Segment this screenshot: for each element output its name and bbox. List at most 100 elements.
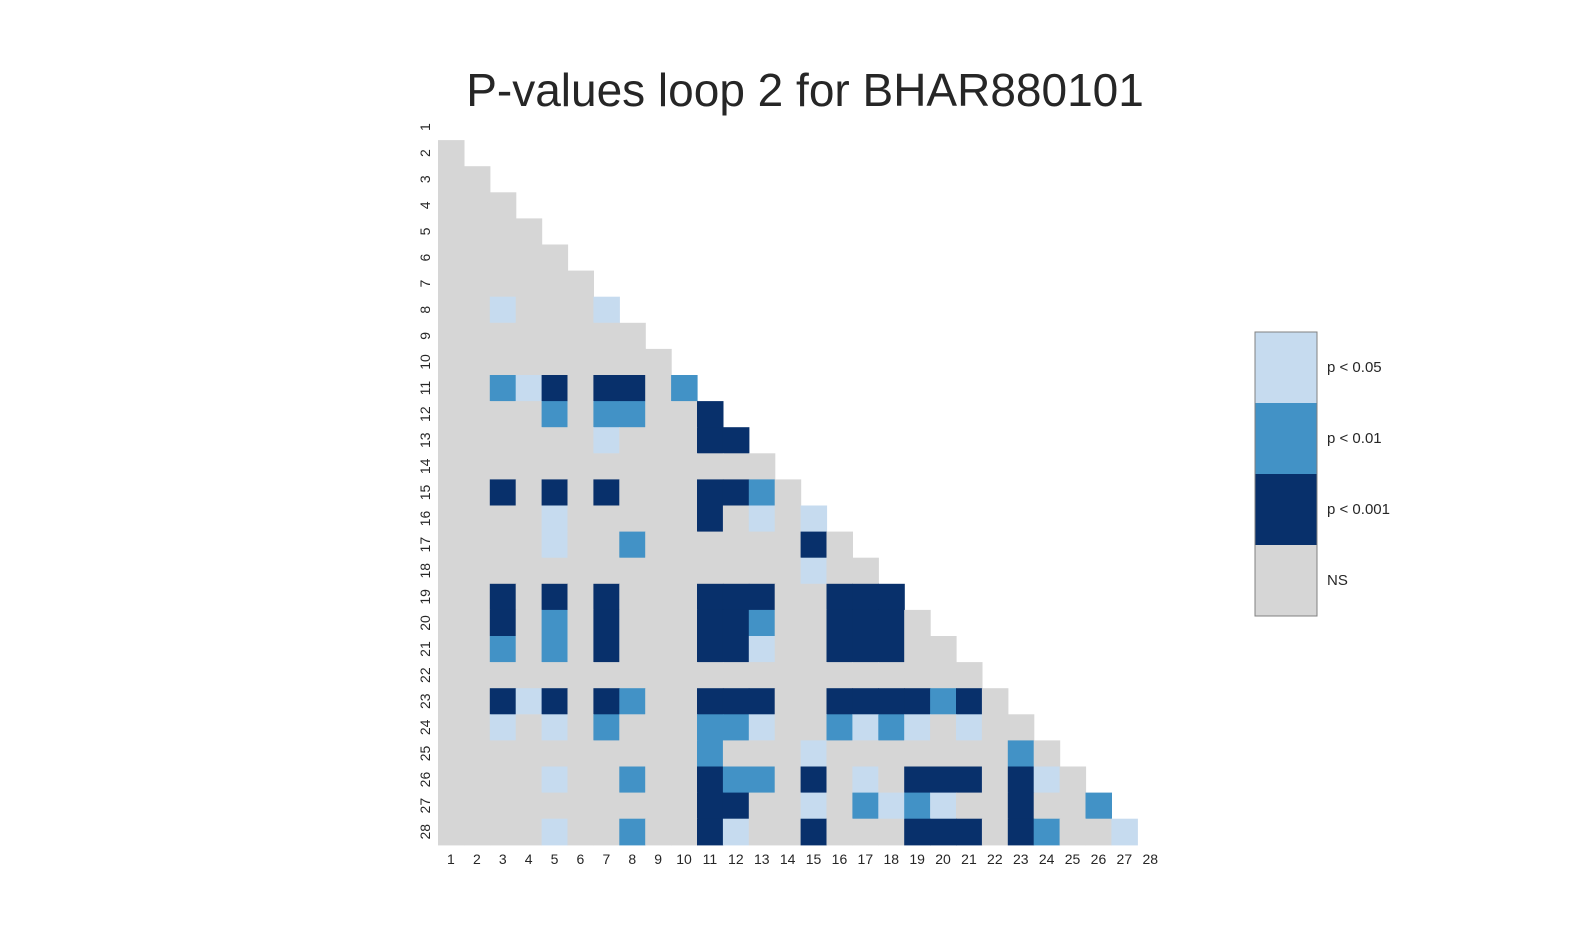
heatmap-cell-r22-c16: [826, 662, 853, 689]
heatmap-cell-r12-c7: [593, 401, 620, 428]
x-tick-label: 10: [676, 851, 692, 867]
heatmap-cells: [438, 140, 1138, 846]
heatmap-cell-r26-c23: [1007, 766, 1035, 794]
heatmap-cell-r18-c4: [515, 557, 543, 585]
heatmap-cell-r24-c17: [852, 714, 879, 741]
heatmap-cell-r23-c9: [645, 688, 672, 715]
heatmap-cell-r9-c1: [438, 322, 465, 350]
heatmap-cell-r16-c10: [671, 505, 698, 533]
heatmap-cell-r13-c9: [645, 427, 672, 454]
heatmap-cell-r9-c4: [515, 322, 543, 350]
heatmap-cell-r26-c16: [826, 766, 853, 794]
heatmap-cell-r20-c18: [878, 609, 905, 637]
heatmap-cell-r20-c3: [489, 609, 517, 637]
heatmap-cell-r25-c10: [671, 740, 698, 768]
heatmap-cell-r26-c2: [463, 766, 491, 794]
heatmap-cell-r20-c15: [800, 609, 828, 637]
heatmap-cell-r10-c4: [515, 348, 543, 376]
heatmap-cell-r15-c12: [722, 479, 750, 507]
heatmap-cell-r15-c1: [438, 479, 465, 507]
heatmap-cell-r28-c10: [671, 818, 698, 846]
heatmap-cell-r23-c2: [463, 688, 491, 715]
heatmap-cell-r22-c3: [489, 662, 517, 689]
heatmap-cell-r28-c1: [438, 818, 465, 846]
heatmap-cell-r18-c15: [800, 557, 828, 585]
heatmap-cell-r20-c19: [904, 609, 931, 637]
heatmap-cell-r24-c16: [826, 714, 853, 741]
heatmap-cell-r15-c14: [774, 479, 802, 507]
heatmap-cell-r23-c5: [541, 688, 569, 715]
heatmap-cell-r12-c3: [489, 401, 517, 428]
heatmap-cell-r14-c7: [593, 453, 620, 480]
heatmap-cell-r27-c23: [1007, 792, 1035, 820]
y-tick-label: 16: [417, 511, 433, 527]
x-tick-label: 14: [780, 851, 796, 867]
heatmap-cell-r22-c14: [774, 662, 802, 689]
heatmap-cell-r22-c20: [930, 662, 957, 689]
x-tick-label: 27: [1117, 851, 1133, 867]
heatmap-cell-r14-c13: [748, 453, 776, 480]
heatmap-cell-r16-c13: [748, 505, 776, 533]
heatmap-cell-r21-c14: [774, 636, 802, 663]
heatmap-cell-r16-c4: [515, 505, 543, 533]
heatmap-cell-r22-c2: [463, 662, 491, 689]
heatmap-cell-r28-c16: [826, 818, 853, 846]
heatmap-cell-r17-c16: [826, 531, 853, 559]
heatmap-cell-r28-c9: [645, 818, 672, 846]
heatmap-cell-r27-c9: [645, 792, 672, 820]
heatmap-cell-r13-c10: [671, 427, 698, 454]
x-tick-label: 8: [628, 851, 636, 867]
legend-label: p < 0.05: [1327, 359, 1382, 376]
heatmap-cell-r28-c25: [1059, 818, 1087, 846]
heatmap-cell-r9-c2: [463, 322, 491, 350]
heatmap-cell-r12-c4: [515, 401, 543, 428]
heatmap-cell-r25-c15: [800, 740, 828, 768]
heatmap-cell-r7-c2: [463, 270, 491, 298]
heatmap-cell-r27-c8: [619, 792, 646, 820]
heatmap-cell-r18-c12: [722, 557, 750, 585]
heatmap-cell-r26-c4: [515, 766, 543, 794]
heatmap-cell-r24-c2: [463, 714, 491, 741]
heatmap-cell-r20-c12: [722, 609, 750, 637]
heatmap-cell-r18-c16: [826, 557, 853, 585]
heatmap-cell-r18-c5: [541, 557, 569, 585]
heatmap-cell-r28-c7: [593, 818, 620, 846]
heatmap-cell-r27-c11: [697, 792, 724, 820]
heatmap-cell-r28-c15: [800, 818, 828, 846]
heatmap-cell-r12-c8: [619, 401, 646, 428]
heatmap-cell-r27-c19: [904, 792, 931, 820]
heatmap-cell-r28-c14: [774, 818, 802, 846]
heatmap-cell-r23-c16: [826, 688, 853, 715]
heatmap-cell-r21-c7: [593, 636, 620, 663]
heatmap-cell-r26-c12: [722, 766, 750, 794]
heatmap-cell-r15-c6: [567, 479, 594, 507]
heatmap-cell-r8-c1: [438, 296, 465, 324]
heatmap-cell-r20-c17: [852, 609, 879, 637]
heatmap-cell-r28-c18: [878, 818, 905, 846]
x-tick-label: 2: [473, 851, 481, 867]
legend-label: p < 0.01: [1327, 430, 1382, 447]
heatmap-cell-r13-c2: [463, 427, 491, 454]
heatmap-cell-r17-c13: [748, 531, 776, 559]
heatmap-cell-r18-c1: [438, 557, 465, 585]
heatmap-cell-r25-c23: [1007, 740, 1035, 768]
heatmap-cell-r14-c10: [671, 453, 698, 480]
legend-swatch: [1255, 403, 1317, 474]
heatmap-cell-r27-c12: [722, 792, 750, 820]
heatmap-cell-r16-c3: [489, 505, 517, 533]
x-tick-label: 12: [728, 851, 744, 867]
heatmap-cell-r24-c1: [438, 714, 465, 741]
y-tick-label: 20: [417, 615, 433, 631]
heatmap-cell-r26-c1: [438, 766, 465, 794]
heatmap-cell-r18-c6: [567, 557, 594, 585]
x-tick-label: 22: [987, 851, 1003, 867]
heatmap-cell-r22-c13: [748, 662, 776, 689]
heatmap-cell-r17-c15: [800, 531, 828, 559]
heatmap-cell-r13-c7: [593, 427, 620, 454]
heatmap-cell-r28-c19: [904, 818, 931, 846]
heatmap-cell-r22-c10: [671, 662, 698, 689]
heatmap-cell-r14-c6: [567, 453, 594, 480]
heatmap-cell-r25-c11: [697, 740, 724, 768]
heatmap-cell-r24-c20: [930, 714, 957, 741]
